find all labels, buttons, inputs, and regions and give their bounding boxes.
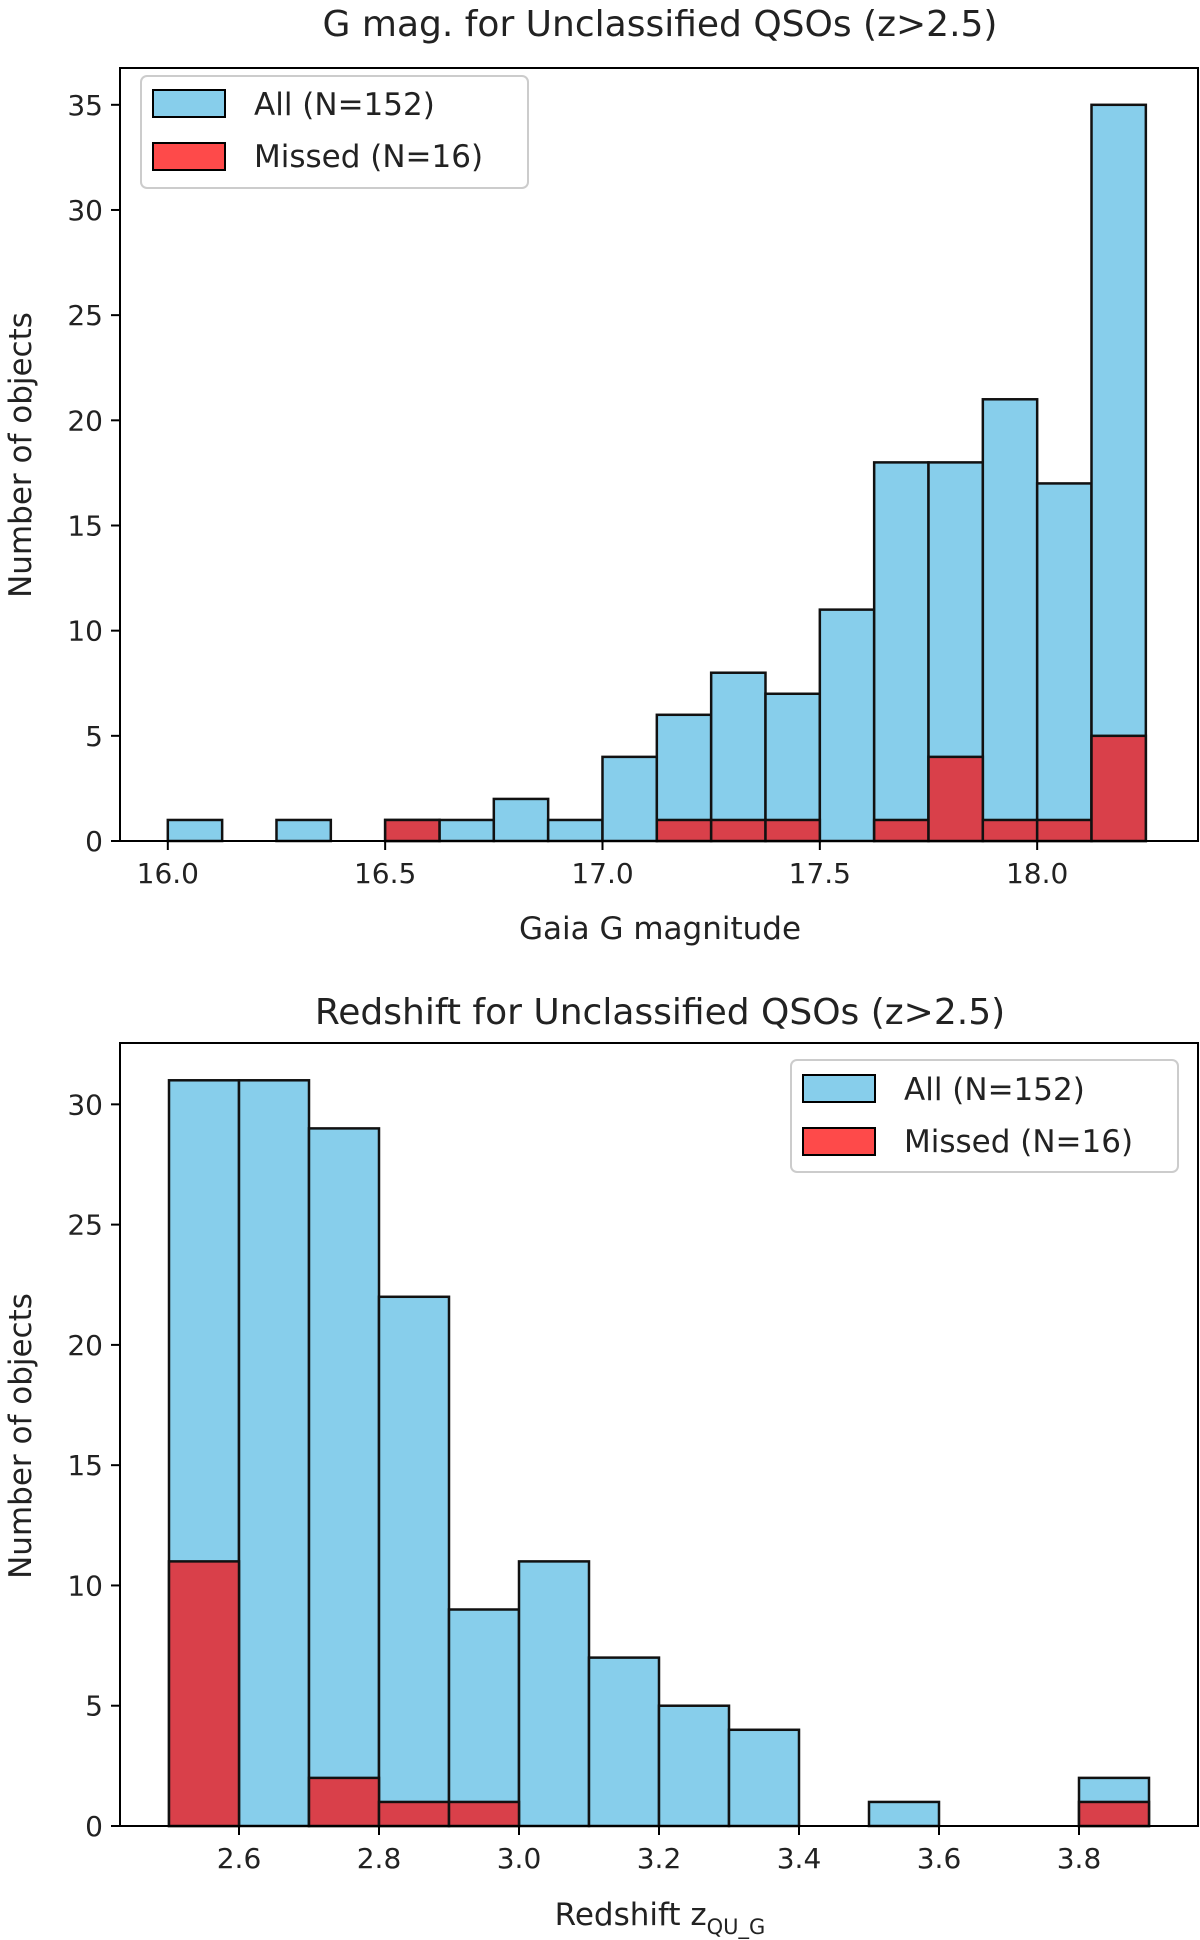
y-axis-ticks: 0 5 10 15 20 25 30 <box>67 1088 120 1843</box>
y-tick-label: 25 <box>67 1209 103 1242</box>
y-tick-label: 0 <box>85 825 103 858</box>
bar-missed <box>307 1776 381 1828</box>
bar-missed <box>872 818 930 843</box>
y-tick-label: 20 <box>67 1329 103 1362</box>
legend: All (N=152) Missed (N=16) <box>790 1059 1179 1173</box>
bar-all <box>727 1728 801 1828</box>
bar-missed <box>447 1800 521 1828</box>
bar-all <box>237 1079 311 1828</box>
x-tick-label: 3.0 <box>497 1842 542 1875</box>
bar-missed <box>1077 1800 1151 1828</box>
legend-swatch-all <box>152 89 226 118</box>
y-axis-ticks: 0 5 10 15 20 25 30 35 <box>67 89 120 858</box>
bar-missed <box>167 1560 241 1828</box>
bar-all <box>764 692 822 843</box>
bar-all <box>981 398 1039 843</box>
y-tick-label: 15 <box>67 1449 103 1482</box>
y-tick-label: 10 <box>67 615 103 648</box>
legend-label-all: All (N=152) <box>904 1072 1085 1108</box>
bar-missed <box>655 818 713 843</box>
y-tick-label: 5 <box>85 720 103 753</box>
bar-all <box>546 818 604 843</box>
bar-missed <box>927 755 985 843</box>
y-tick-label: 35 <box>67 89 103 122</box>
x-tick-label: 2.8 <box>357 1842 402 1875</box>
bar-missed <box>377 1800 451 1828</box>
x-axis-label-main: Redshift z <box>555 1897 707 1933</box>
y-tick-label: 15 <box>67 509 103 542</box>
bar-all <box>377 1295 451 1828</box>
bar-all <box>492 797 550 843</box>
x-tick-label: 17.5 <box>789 857 851 890</box>
bar-all <box>166 818 224 843</box>
legend-frame <box>140 75 529 189</box>
bar-all <box>1035 482 1093 843</box>
x-tick-label: 3.8 <box>1057 1842 1102 1875</box>
bar-missed <box>1035 818 1093 843</box>
x-tick-label: 17.0 <box>571 857 633 890</box>
legend-frame <box>790 1059 1179 1173</box>
legend-swatch-all <box>802 1074 876 1103</box>
chart-title: Redshift for Unclassified QSOs (z>2.5) <box>315 992 1005 1033</box>
gmag-histogram-panel: G mag. for Unclassified QSOs (z>2.5) 16.… <box>3 4 1199 947</box>
bars <box>167 1079 1151 1828</box>
x-axis-label-subscript: QU_G <box>707 1915 766 1940</box>
bar-all <box>307 1127 381 1828</box>
plot-frame <box>119 67 1199 842</box>
legend: All (N=152) Missed (N=16) <box>140 75 529 189</box>
x-axis-ticks: 16.0 16.5 17.0 17.5 18.0 <box>137 841 1068 890</box>
y-tick-label: 10 <box>67 1569 103 1602</box>
y-tick-label: 20 <box>67 404 103 437</box>
y-axis-label: Number of objects <box>3 1293 39 1579</box>
bar-all <box>447 1608 521 1828</box>
bar-all <box>587 1656 661 1828</box>
bar-missed <box>1090 734 1148 843</box>
legend-swatch-missed <box>152 142 226 171</box>
x-tick-label: 3.2 <box>637 1842 682 1875</box>
bar-all <box>517 1560 591 1828</box>
x-tick-label: 3.4 <box>777 1842 822 1875</box>
y-tick-label: 0 <box>85 1810 103 1843</box>
bar-all <box>818 608 876 843</box>
bar-all <box>657 1704 731 1828</box>
x-tick-label: 16.0 <box>137 857 199 890</box>
bar-all <box>1090 103 1148 843</box>
x-axis-label: Gaia G magnitude <box>519 911 801 947</box>
legend-swatch-missed <box>802 1127 876 1156</box>
bar-all <box>438 818 496 843</box>
legend-label-missed: Missed (N=16) <box>904 1124 1133 1160</box>
legend-label-all: All (N=152) <box>254 87 435 123</box>
x-tick-label: 3.6 <box>917 1842 962 1875</box>
x-tick-label: 16.5 <box>354 857 416 890</box>
y-tick-label: 30 <box>67 1088 103 1121</box>
bar-all <box>872 461 930 843</box>
bar-missed <box>709 818 767 843</box>
y-tick-label: 25 <box>67 299 103 332</box>
bars <box>166 103 1148 843</box>
bar-missed <box>383 818 441 843</box>
legend-label-missed: Missed (N=16) <box>254 139 483 175</box>
bar-all <box>867 1800 941 1828</box>
bar-missed <box>981 818 1039 843</box>
bar-all <box>275 818 333 843</box>
x-axis-label: Redshift zQU_G <box>555 1897 766 1940</box>
x-tick-label: 2.6 <box>217 1842 262 1875</box>
y-axis-label: Number of objects <box>3 312 39 598</box>
bar-all <box>601 755 659 843</box>
bar-missed <box>764 818 822 843</box>
bar-all <box>709 671 767 843</box>
y-tick-label: 30 <box>67 194 103 227</box>
x-axis-ticks: 2.6 2.8 3.0 3.2 3.4 3.6 3.8 <box>217 1826 1102 1875</box>
y-tick-label: 5 <box>85 1690 103 1723</box>
x-tick-label: 18.0 <box>1006 857 1068 890</box>
redshift-histogram-panel: Redshift for Unclassified QSOs (z>2.5) 2… <box>3 992 1199 1940</box>
chart-title: G mag. for Unclassified QSOs (z>2.5) <box>323 4 998 45</box>
